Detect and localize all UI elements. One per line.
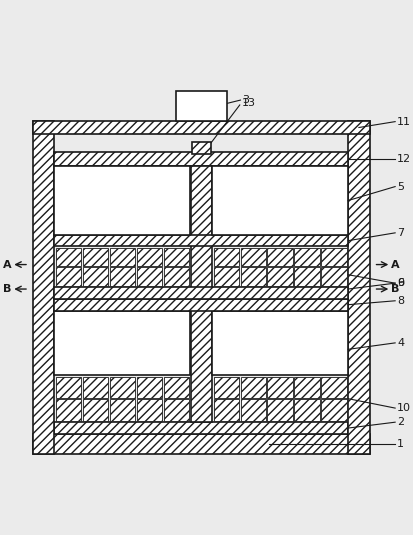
Bar — [320, 400, 346, 421]
Text: 6: 6 — [396, 278, 403, 288]
Bar — [294, 268, 319, 286]
Bar — [211, 311, 347, 375]
Bar — [320, 377, 346, 398]
Bar — [136, 268, 161, 286]
Bar — [109, 377, 135, 398]
Bar — [83, 248, 108, 266]
Bar — [33, 434, 369, 454]
Text: 7: 7 — [396, 228, 403, 238]
Text: 5: 5 — [396, 181, 403, 192]
Text: 3: 3 — [242, 95, 249, 105]
Bar — [190, 166, 211, 422]
Bar — [211, 166, 347, 235]
Bar — [294, 377, 319, 398]
Bar — [163, 268, 188, 286]
Bar — [109, 248, 135, 266]
Bar — [163, 248, 188, 266]
Bar — [54, 166, 190, 235]
Bar — [56, 248, 81, 266]
Text: 2: 2 — [396, 417, 403, 427]
Bar — [240, 400, 265, 421]
Bar — [267, 400, 292, 421]
Bar — [240, 248, 265, 266]
Text: B: B — [3, 284, 12, 294]
Bar — [56, 268, 81, 286]
Text: 11: 11 — [396, 117, 410, 127]
Bar — [267, 377, 292, 398]
Bar — [267, 248, 292, 266]
Text: 1: 1 — [396, 439, 403, 449]
Bar — [213, 268, 238, 286]
Bar — [176, 91, 226, 121]
Bar — [33, 121, 54, 454]
Bar — [163, 400, 188, 421]
Text: 10: 10 — [396, 403, 410, 413]
Bar — [136, 400, 161, 421]
Bar — [320, 248, 346, 266]
Bar — [109, 268, 135, 286]
Bar — [191, 142, 211, 154]
Text: A: A — [390, 259, 399, 270]
Bar — [54, 299, 347, 311]
Bar — [54, 235, 347, 246]
Bar — [109, 400, 135, 421]
Bar — [240, 268, 265, 286]
Bar — [213, 400, 238, 421]
Bar — [54, 152, 347, 166]
Text: 4: 4 — [396, 338, 403, 348]
Bar — [320, 268, 346, 286]
Text: 12: 12 — [396, 154, 410, 164]
Bar — [54, 287, 347, 299]
Bar — [267, 268, 292, 286]
Bar — [240, 377, 265, 398]
Bar — [54, 422, 347, 434]
Bar — [347, 121, 369, 454]
Bar — [83, 400, 108, 421]
Bar — [56, 400, 81, 421]
Bar — [136, 248, 161, 266]
Bar — [213, 377, 238, 398]
Bar — [54, 311, 190, 375]
Text: B: B — [390, 284, 399, 294]
Bar — [33, 121, 369, 134]
Bar — [83, 268, 108, 286]
Text: A: A — [3, 259, 12, 270]
Bar — [56, 377, 81, 398]
Bar — [83, 377, 108, 398]
Bar — [163, 377, 188, 398]
Bar — [294, 400, 319, 421]
Bar — [213, 248, 238, 266]
Text: 9: 9 — [396, 278, 403, 288]
Text: 8: 8 — [396, 296, 403, 306]
Bar — [136, 377, 161, 398]
Text: 13: 13 — [241, 98, 255, 108]
Bar — [294, 248, 319, 266]
